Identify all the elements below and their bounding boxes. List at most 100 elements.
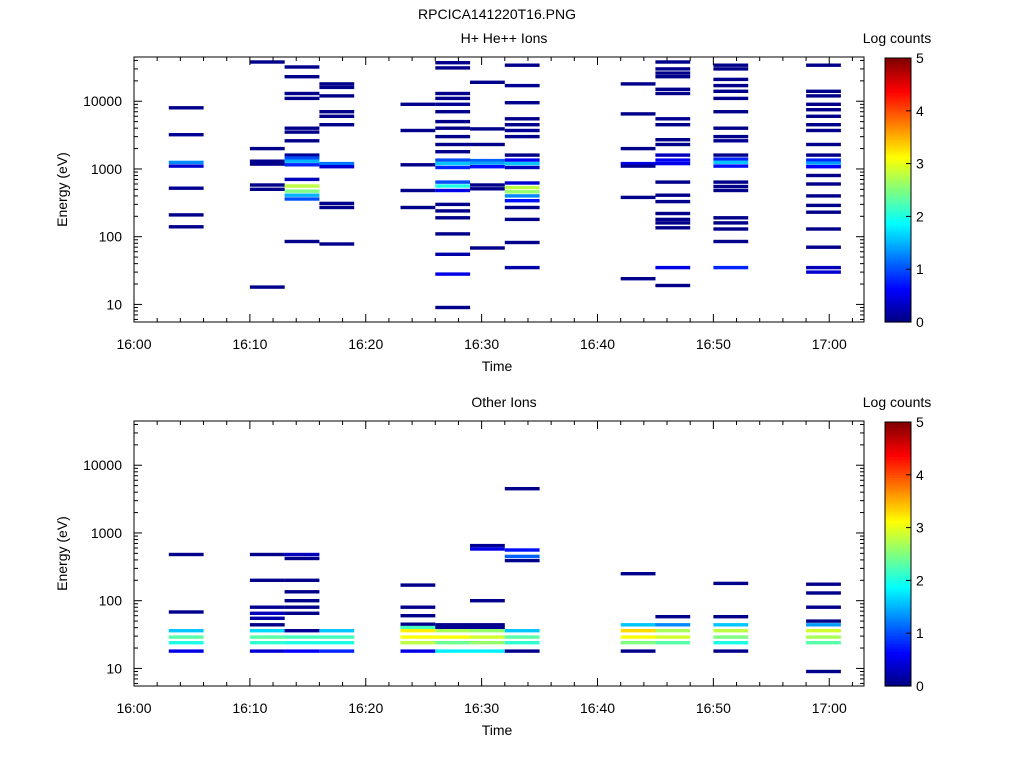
colorbar-segment <box>885 108 911 112</box>
colorbar-segment <box>885 168 911 173</box>
panel-title: Other Ions <box>471 394 536 410</box>
colorbar-tick-label: 0 <box>916 678 924 694</box>
heatmap-cell <box>620 112 656 116</box>
heatmap-cell <box>284 556 320 561</box>
colorbar-segment <box>885 97 911 101</box>
colorbar-frame <box>884 421 912 687</box>
colorbar-segment <box>885 556 911 560</box>
heatmap-cell <box>655 221 691 225</box>
heatmap-cell <box>400 128 436 133</box>
heatmap-cell <box>713 221 749 225</box>
colorbar-segment <box>885 435 911 439</box>
colorbar-segment <box>885 203 911 207</box>
heatmap-cell <box>249 578 285 582</box>
colorbar-segment <box>885 290 911 294</box>
heatmap-cell <box>400 102 436 106</box>
heatmap-cell <box>713 139 749 143</box>
colorbar-segment <box>885 187 911 191</box>
colorbar-tick-label: 5 <box>916 414 924 430</box>
heatmap-cell <box>713 89 749 93</box>
colorbar-segment <box>885 277 911 281</box>
colorbar-segment <box>885 643 911 647</box>
heatmap-cell <box>284 65 320 69</box>
heatmap-cell <box>504 134 540 139</box>
colorbar-segment <box>885 105 911 109</box>
colorbar-segment <box>885 295 911 299</box>
heatmap-cell <box>470 543 505 548</box>
colorbar-segment <box>885 638 911 642</box>
colorbar-segment <box>885 680 911 684</box>
heatmap-cell <box>620 164 656 168</box>
heatmap-cell <box>470 80 505 84</box>
colorbar-segment <box>885 200 911 204</box>
colorbar-segment <box>885 498 911 502</box>
colorbar-tick-label: 2 <box>916 208 924 224</box>
colorbar-segment <box>885 261 911 265</box>
colorbar-segment <box>885 517 911 521</box>
heatmap-cell <box>168 133 204 137</box>
heatmap-cell <box>504 123 540 127</box>
heatmap-cell <box>504 63 540 67</box>
colorbar-segment <box>885 263 911 268</box>
heatmap-cell <box>806 128 841 133</box>
colorbar-segment <box>885 606 911 611</box>
colorbar-segment <box>885 160 911 165</box>
colorbar-segment <box>885 92 911 96</box>
heatmap-cell <box>470 547 505 551</box>
colorbar-segment <box>885 87 911 91</box>
heatmap-cell <box>435 209 471 213</box>
y-tick-label: 100 <box>99 593 123 609</box>
heatmap-cell <box>806 153 841 157</box>
colorbar-segment <box>885 667 911 671</box>
heatmap-cell <box>806 669 841 674</box>
figure-title: RPCICA141220T16.PNG <box>418 6 576 22</box>
colorbar-tick-label: 1 <box>916 261 924 277</box>
heatmap-cell <box>400 629 436 633</box>
colorbar-segment <box>885 501 911 505</box>
heatmap-cell <box>435 252 471 256</box>
colorbar-segment <box>885 625 911 629</box>
colorbar-segment <box>885 221 911 225</box>
heatmap-cell <box>435 629 471 633</box>
heatmap-cell <box>319 110 355 114</box>
heatmap-cell <box>319 629 355 633</box>
colorbar-segment <box>885 58 911 62</box>
colorbar-segment <box>885 646 911 650</box>
heatmap-cell <box>168 649 204 653</box>
heatmap-cell <box>655 71 691 75</box>
colorbar-segment <box>885 208 911 212</box>
heatmap-cell <box>806 623 841 627</box>
heatmap-cell <box>249 60 285 64</box>
heatmap-cell <box>435 216 471 220</box>
heatmap-cell <box>655 629 691 633</box>
heatmap-cell <box>713 265 749 270</box>
heatmap-cell <box>713 216 749 220</box>
heatmap-cell <box>168 213 204 217</box>
colorbar-segment <box>885 282 911 286</box>
heatmap-cell <box>168 160 204 165</box>
colorbar-segment <box>885 522 911 526</box>
heatmap-cell <box>504 205 540 210</box>
colorbar-tick-label: 4 <box>916 467 924 483</box>
heatmap-cell <box>400 614 436 618</box>
colorbar-segment <box>885 530 911 534</box>
colorbar-segment <box>885 614 911 618</box>
colorbar-tick-label: 5 <box>916 50 924 66</box>
heatmap-cell <box>713 160 749 165</box>
colorbar-segment <box>885 279 911 283</box>
colorbar-segment <box>885 437 911 442</box>
y-tick-label: 10000 <box>83 457 122 473</box>
heatmap-cell <box>470 649 505 653</box>
heatmap-cell <box>806 591 841 595</box>
heatmap-cell <box>655 67 691 71</box>
heatmap-cell <box>249 611 285 615</box>
heatmap-cell <box>713 180 749 184</box>
heatmap-cell <box>435 232 471 236</box>
heatmap-cell <box>284 126 320 130</box>
heatmap-cell <box>713 63 749 67</box>
colorbar-segment <box>885 245 911 249</box>
colorbar-segment <box>885 575 911 579</box>
heatmap-cell <box>806 619 841 623</box>
heatmap-cell <box>504 199 540 203</box>
colorbar-segment <box>885 240 911 244</box>
